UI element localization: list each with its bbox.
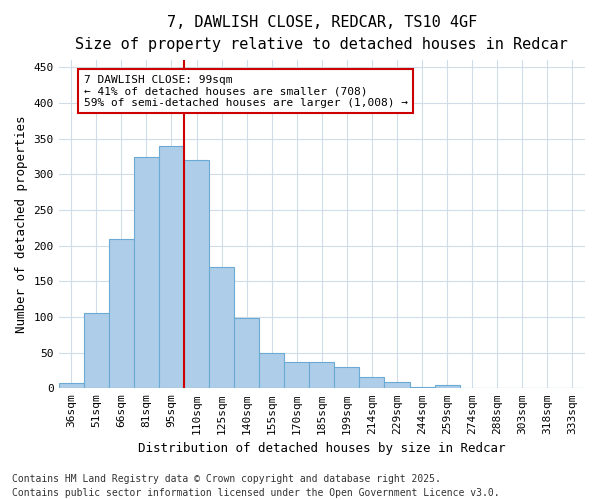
Bar xyxy=(310,362,334,388)
Bar xyxy=(109,238,134,388)
Bar xyxy=(59,384,84,388)
Bar xyxy=(334,367,359,388)
Bar xyxy=(84,312,109,388)
Text: 7 DAWLISH CLOSE: 99sqm
← 41% of detached houses are smaller (708)
59% of semi-de: 7 DAWLISH CLOSE: 99sqm ← 41% of detached… xyxy=(84,74,408,108)
Title: 7, DAWLISH CLOSE, REDCAR, TS10 4GF
Size of property relative to detached houses : 7, DAWLISH CLOSE, REDCAR, TS10 4GF Size … xyxy=(76,15,568,52)
Bar xyxy=(284,362,310,388)
Bar xyxy=(385,382,410,388)
Bar xyxy=(159,146,184,388)
Bar xyxy=(134,156,159,388)
Bar xyxy=(410,387,434,388)
Bar xyxy=(184,160,209,388)
Bar xyxy=(234,318,259,388)
Bar xyxy=(259,352,284,388)
Bar xyxy=(359,377,385,388)
X-axis label: Distribution of detached houses by size in Redcar: Distribution of detached houses by size … xyxy=(138,442,506,455)
Text: Contains HM Land Registry data © Crown copyright and database right 2025.
Contai: Contains HM Land Registry data © Crown c… xyxy=(12,474,500,498)
Bar xyxy=(434,384,460,388)
Y-axis label: Number of detached properties: Number of detached properties xyxy=(15,116,28,333)
Bar xyxy=(209,267,234,388)
